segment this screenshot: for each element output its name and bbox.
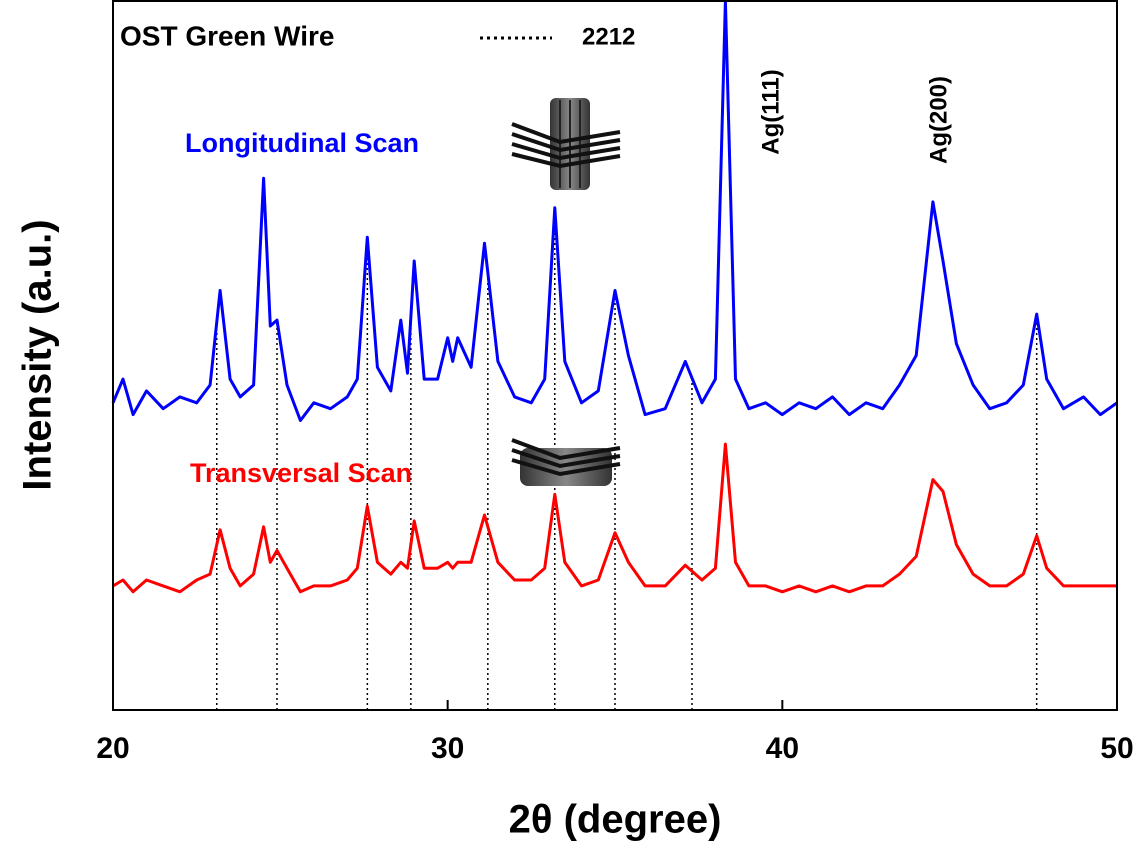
series-label: Longitudinal Scan (185, 128, 419, 158)
annotation: Ag(200) (925, 76, 952, 164)
annotation: Ag(111) (757, 69, 784, 154)
transversal-icon (511, 438, 621, 486)
series-line (111, 0, 1118, 422)
x-tick-label: 50 (1100, 732, 1133, 765)
x-tick-label: 30 (431, 732, 464, 765)
series-line (112, 442, 1117, 594)
y-axis-title: Intensity (a.u.) (16, 219, 60, 490)
legend-label: 2212 (582, 23, 635, 50)
plot-frame (112, 0, 1118, 711)
series-label: Transversal Scan (190, 458, 412, 488)
x-axis-title: 2θ (degree) (509, 798, 722, 842)
plot-area (111, 0, 1118, 710)
chart-title: OST Green Wire (120, 20, 334, 51)
longitudinal-icon (511, 98, 621, 190)
x-tick-label: 20 (96, 732, 129, 765)
x-tick-label: 40 (766, 732, 799, 765)
